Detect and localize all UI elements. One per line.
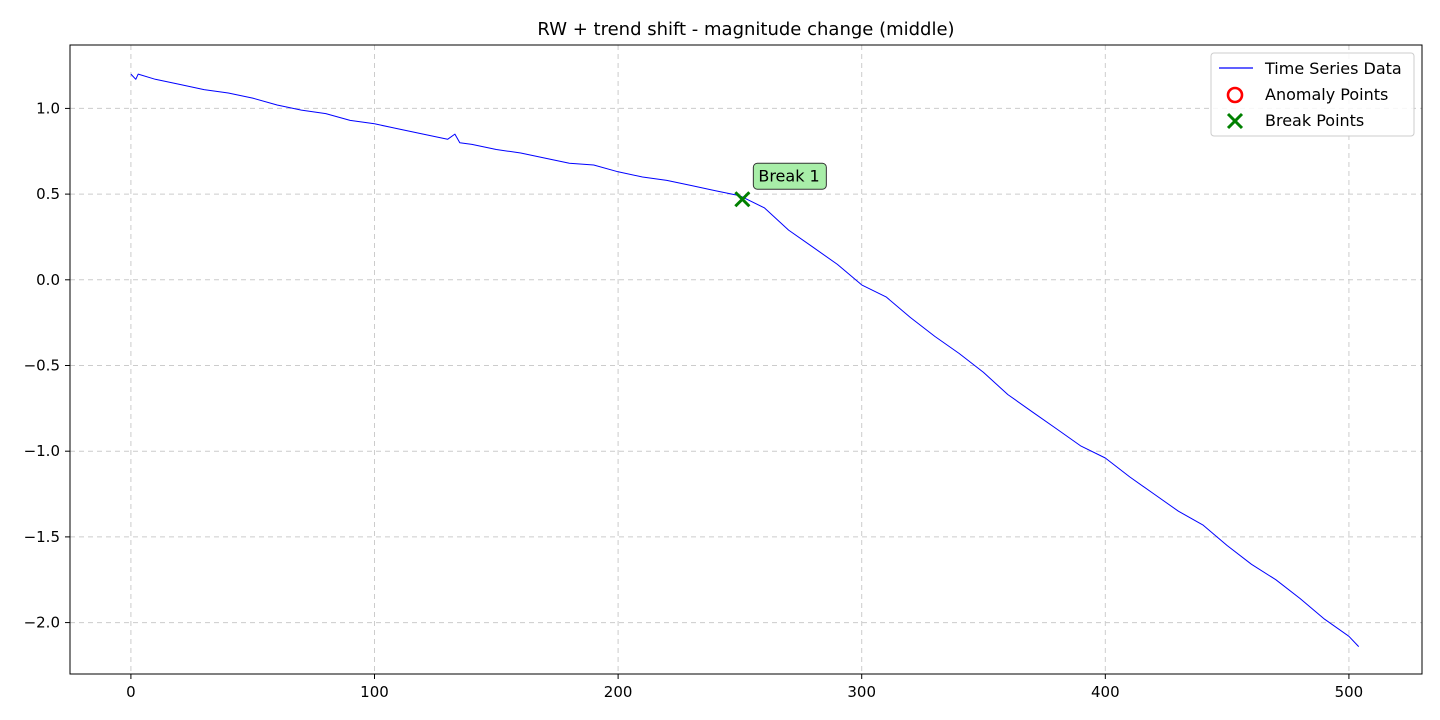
y-tick-label: 0.0	[36, 271, 60, 289]
x-tick-label: 400	[1091, 683, 1120, 701]
legend-label-time-series: Time Series Data	[1264, 59, 1402, 78]
legend-label-break: Break Points	[1265, 111, 1364, 130]
x-tick-label: 500	[1335, 683, 1364, 701]
x-tick-label: 100	[360, 683, 389, 701]
y-tick-label: −2.0	[24, 614, 60, 632]
break-point-marker	[734, 191, 751, 208]
break-annotation: Break 1	[752, 162, 827, 190]
legend-box	[1210, 52, 1415, 137]
series-layer	[130, 73, 1360, 647]
legend-label-anomaly: Anomaly Points	[1265, 85, 1388, 104]
legend-x-marker	[1226, 112, 1244, 130]
legend-circle-marker	[1226, 86, 1244, 104]
x-tick-label: 200	[604, 683, 633, 701]
x-tick-label: 0	[126, 683, 136, 701]
break-points-layer: Break 1	[734, 162, 827, 208]
x-tick-label: 300	[847, 683, 876, 701]
break-annotation-box	[752, 162, 827, 190]
y-tick-label: 0.5	[36, 185, 60, 203]
y-tick-label: −1.5	[24, 528, 60, 546]
legend: Time Series Data Anomaly Points Break Po…	[1210, 52, 1415, 137]
axis-ticks: 0 100 200 300 400 500 1.0 0.5 0.0 −0.5 −1.0 −1.5 −2.…	[24, 99, 1364, 701]
plot-frame	[69, 44, 1423, 675]
chart-title: RW + trend shift - magnitude change (mid…	[537, 19, 954, 40]
series-line	[130, 73, 1360, 647]
y-tick-label: −1.0	[24, 442, 60, 460]
y-tick-label: −0.5	[24, 356, 60, 374]
break-annotation-label: Break 1	[758, 166, 819, 185]
y-tick-label: 1.0	[36, 99, 60, 117]
grid	[70, 45, 1422, 674]
